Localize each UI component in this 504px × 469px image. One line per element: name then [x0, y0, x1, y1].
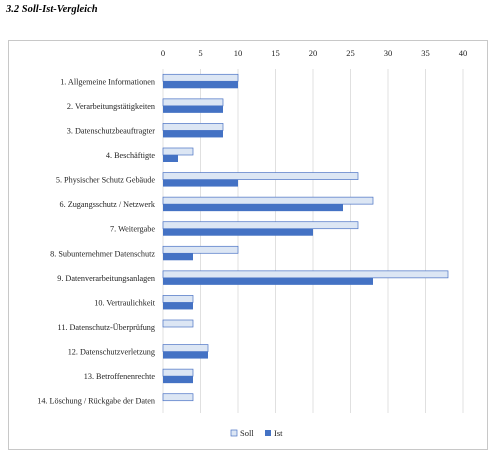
bar-chart: 0 5 10 15 20 25 30 35 40 1. Allgemeine Informati…	[37, 48, 467, 438]
bar-soll	[162, 270, 449, 279]
bar-soll	[162, 221, 359, 230]
category-label: 1. Allgemeine Informationen	[60, 77, 155, 86]
bar-soll	[162, 123, 224, 131]
category-label: 7. Weitergabe	[110, 225, 155, 234]
category-label: 14. Löschung / Rückgabe der Daten	[37, 397, 155, 406]
legend-label-soll: Soll	[240, 428, 254, 438]
bar-ist	[163, 351, 208, 359]
x-tick-label: 5	[198, 48, 202, 58]
bar-soll	[162, 393, 194, 402]
bar-soll	[162, 319, 194, 328]
category-label: 2. Verarbeitungstätigkeiten	[67, 102, 155, 111]
category-label: 10. Vertraulichkeit	[94, 298, 156, 307]
bar-ist	[163, 155, 178, 162]
bar-ist	[163, 376, 193, 384]
bar-soll	[162, 147, 194, 156]
bar-ist	[163, 228, 313, 236]
bars	[162, 73, 449, 402]
category-label: 8. Subunternehmer Datenschutz	[50, 249, 155, 258]
x-tick-label: 0	[161, 48, 165, 58]
category-label: 12. Datenschutzverletzung	[68, 348, 155, 357]
bar-soll	[162, 295, 194, 303]
category-label: 9. Datenverarbeitungsanlagen	[57, 274, 155, 283]
bar-ist	[163, 302, 193, 310]
bar-ist	[163, 277, 373, 285]
bar-soll	[162, 73, 239, 82]
x-tick-label: 20	[309, 48, 318, 58]
chart-area: 0 5 10 15 20 25 30 35 40 1. Allgemeine Informati…	[8, 40, 488, 450]
x-tick-label: 35	[421, 48, 430, 58]
section-heading: 3.2 Soll-Ist-Vergleich	[6, 4, 98, 15]
x-tick-label: 10	[234, 48, 243, 58]
bar-soll	[162, 344, 209, 352]
legend-label-ist: Ist	[274, 428, 283, 438]
category-label: 5. Physischer Schutz Gebäude	[56, 176, 156, 185]
x-tick-label: 30	[384, 48, 393, 58]
x-tick-label: 25	[346, 48, 355, 58]
bar-ist	[163, 253, 193, 261]
gridlines	[162, 69, 464, 413]
bar-ist	[163, 179, 238, 187]
legend-swatch-soll	[230, 429, 238, 437]
bar-soll	[162, 245, 239, 254]
bar-soll	[162, 172, 359, 180]
x-tick-label: 15	[271, 48, 280, 58]
category-labels: 1. Allgemeine Informationen 2. Verarbeitu…	[37, 77, 156, 405]
legend: Soll Ist	[230, 428, 283, 438]
category-label: 3. Datenschutzbeauftragter	[67, 126, 155, 135]
category-label: 4. Beschäftigte	[106, 151, 155, 160]
bar-soll	[162, 196, 374, 205]
category-label: 11. Datenschutz-Überprüfung	[58, 323, 155, 332]
bar-ist	[163, 105, 223, 113]
category-label: 6. Zugangsschutz / Netzwerk	[60, 200, 156, 209]
legend-swatch-ist	[265, 430, 271, 436]
bar-soll	[162, 368, 194, 377]
bar-ist	[163, 130, 223, 138]
category-label: 13. Betroffenenrechte	[84, 372, 156, 381]
x-tick-label: 40	[459, 48, 468, 58]
bar-ist	[163, 81, 238, 89]
bar-soll	[162, 98, 224, 107]
x-axis-tick-labels: 0 5 10 15 20 25 30 35 40	[161, 48, 467, 58]
bar-ist	[163, 204, 343, 212]
